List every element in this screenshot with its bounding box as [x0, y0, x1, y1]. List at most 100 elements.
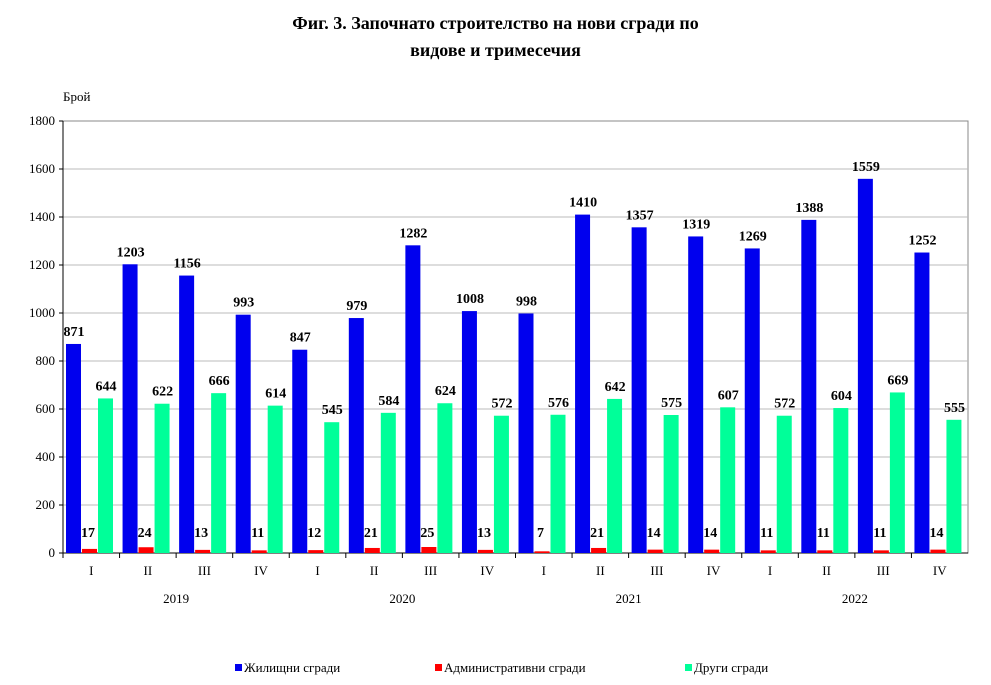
- data-label: 979: [346, 299, 367, 314]
- x-tick-label: IV: [707, 563, 721, 578]
- bar-0: [461, 311, 477, 553]
- data-label: 14: [703, 526, 717, 541]
- data-label: 13: [194, 526, 208, 541]
- bar-2: [833, 408, 849, 553]
- data-label: 17: [81, 526, 95, 541]
- data-label: 584: [378, 394, 399, 409]
- y-tick-label: 1000: [29, 305, 55, 320]
- data-label: 1319: [682, 217, 710, 232]
- y-tick-label: 1400: [29, 209, 55, 224]
- bar-0: [518, 313, 534, 553]
- bar-1: [817, 550, 833, 553]
- data-label: 555: [944, 401, 965, 416]
- bar-0: [348, 318, 364, 553]
- bar-2: [889, 392, 905, 553]
- x-tick-label: IV: [933, 563, 947, 578]
- x-tick-label: II: [144, 563, 153, 578]
- plot-area: [62, 120, 969, 554]
- data-label: 642: [605, 380, 626, 395]
- x-tick-label: II: [370, 563, 379, 578]
- x-tick-label: I: [315, 563, 319, 578]
- data-label: 24: [138, 526, 152, 541]
- bar-0: [66, 343, 81, 553]
- bar-2: [663, 415, 679, 553]
- bar-2: [380, 412, 396, 553]
- chart-title: Фиг. 3. Започнато строителство на нови с…: [0, 10, 991, 64]
- data-label: 1156: [174, 257, 201, 272]
- x-tick-label: I: [542, 563, 546, 578]
- data-label: 1410: [569, 196, 597, 211]
- y-tick-label: 1800: [29, 113, 55, 128]
- bar-1: [421, 547, 437, 553]
- data-label: 14: [647, 526, 661, 541]
- data-label: 14: [929, 526, 943, 541]
- data-label: 11: [251, 526, 264, 541]
- bar-1: [591, 547, 607, 553]
- bar-1: [873, 550, 889, 553]
- x-tick-label: II: [596, 563, 605, 578]
- data-label: 1559: [852, 160, 880, 175]
- legend-swatch: [685, 664, 692, 671]
- bar-2: [154, 403, 170, 553]
- y-tick-label: 600: [36, 401, 56, 416]
- bar-1: [195, 549, 211, 553]
- x-tick-label: III: [650, 563, 663, 578]
- legend-label: Жилищни сгради: [244, 660, 340, 675]
- y-tick-label: 800: [36, 353, 56, 368]
- data-label: 7: [537, 526, 544, 541]
- x-tick-label: II: [822, 563, 831, 578]
- data-label: 847: [290, 331, 311, 346]
- chart-title-line2: видове и тримесечия: [410, 40, 581, 60]
- bar-1: [364, 547, 380, 553]
- bar-2: [211, 393, 227, 553]
- bar-0: [405, 245, 421, 553]
- data-label: 12: [307, 526, 321, 541]
- legend-swatch: [435, 664, 442, 671]
- bar-2: [946, 419, 962, 553]
- year-label: 2019: [163, 591, 189, 606]
- data-label: 1388: [795, 201, 823, 216]
- data-label: 614: [265, 387, 286, 402]
- chart-title-line1: Фиг. 3. Започнато строителство на нови с…: [292, 13, 699, 33]
- bar-2: [493, 415, 509, 553]
- bar-2: [98, 398, 113, 553]
- bar-1: [477, 549, 493, 553]
- data-label: 575: [661, 396, 682, 411]
- data-label: 11: [760, 526, 773, 541]
- bar-1: [251, 550, 267, 553]
- data-label: 1357: [626, 208, 654, 223]
- data-label: 13: [477, 526, 491, 541]
- x-tick-label: IV: [254, 563, 268, 578]
- bar-2: [437, 403, 453, 553]
- y-axis-label: Брой: [63, 89, 90, 104]
- data-label: 11: [873, 526, 886, 541]
- data-label: 11: [817, 526, 830, 541]
- data-label: 1282: [399, 226, 427, 241]
- legend-swatch: [235, 664, 242, 671]
- data-label: 644: [96, 379, 117, 394]
- x-tick-label: I: [89, 563, 93, 578]
- bar-0: [292, 349, 308, 553]
- data-label: 25: [420, 526, 434, 541]
- year-label: 2021: [616, 591, 642, 606]
- x-tick-label: III: [198, 563, 211, 578]
- bar-2: [720, 407, 736, 553]
- bar-1: [82, 548, 97, 553]
- bar-1: [138, 547, 154, 553]
- data-label: 669: [887, 373, 908, 388]
- y-tick-label: 1200: [29, 257, 55, 272]
- bar-0: [688, 236, 704, 553]
- bar-0: [801, 219, 817, 553]
- data-label: 545: [322, 403, 343, 418]
- bar-2: [267, 405, 283, 553]
- y-tick-label: 200: [36, 497, 56, 512]
- data-label: 622: [152, 385, 173, 400]
- bar-1: [308, 550, 324, 553]
- data-label: 1203: [117, 245, 145, 260]
- bar-0: [631, 227, 647, 553]
- data-label: 21: [590, 526, 604, 541]
- x-tick-label: IV: [480, 563, 494, 578]
- data-label: 993: [233, 296, 254, 311]
